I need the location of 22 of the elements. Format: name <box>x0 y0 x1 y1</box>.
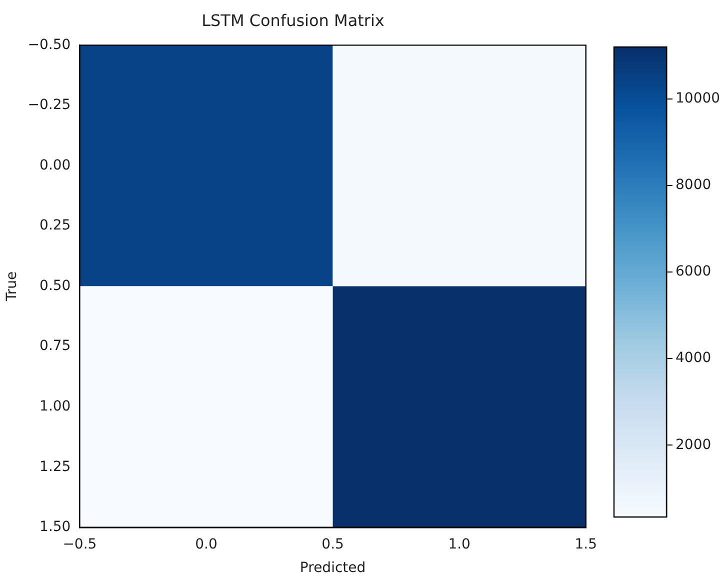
y-tick-label: 0.00 <box>40 157 71 174</box>
x-tick-label: 1.0 <box>448 536 470 552</box>
y-tick-label: 1.50 <box>40 519 71 536</box>
y-tick-label: 0.50 <box>40 278 71 294</box>
x-axis-title: Predicted <box>300 560 366 576</box>
x-tick-label: 0.5 <box>322 536 344 552</box>
y-tick-label: −0.50 <box>28 36 71 53</box>
x-tick-label: 1.5 <box>574 536 597 552</box>
chart-title: LSTM Confusion Matrix <box>202 10 384 30</box>
y-tick-label: 1.25 <box>40 458 71 475</box>
color-bar-label: 6000 <box>676 264 712 280</box>
y-tick-label: 0.75 <box>40 338 71 354</box>
y-tick-label: 1.00 <box>40 398 71 414</box>
color-bar-label: 4000 <box>676 350 712 366</box>
y-tick-label: −0.25 <box>28 97 71 114</box>
y-tick-label: 0.25 <box>40 218 71 234</box>
y-axis-title: True <box>4 271 20 302</box>
x-tick-label: −0.5 <box>62 536 97 552</box>
x-tick-label: 0.0 <box>195 536 218 552</box>
color-bar-label: 10000 <box>676 90 720 107</box>
color-bar-label: 8000 <box>676 177 712 194</box>
color-bar-label: 2000 <box>676 436 712 453</box>
